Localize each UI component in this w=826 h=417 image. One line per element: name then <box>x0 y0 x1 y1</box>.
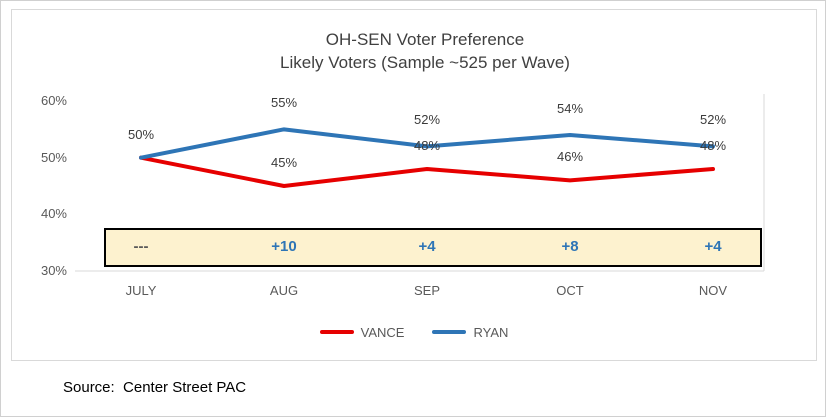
y-axis-tick-label: 30% <box>40 263 67 278</box>
x-axis-tick-label: SEP <box>413 283 440 298</box>
x-axis-tick-label: OCT <box>556 283 584 298</box>
legend: VANCE RYAN <box>11 323 817 341</box>
data-label-vance: 50% <box>127 126 155 142</box>
x-axis-tick-label: AUG <box>269 283 299 298</box>
legend-label: RYAN <box>473 324 509 340</box>
data-label-ryan: 52% <box>699 112 727 128</box>
margin-value: --- <box>133 238 149 255</box>
data-label-vance: 48% <box>413 138 441 153</box>
y-axis-tick-label: 40% <box>40 206 67 222</box>
margin-value: +10 <box>271 238 297 255</box>
chart-title-line: OH-SEN Voter Preference <box>325 30 525 49</box>
margin-value: +8 <box>561 238 579 255</box>
y-axis-tick-label: 50% <box>40 149 67 165</box>
legend-item-ryan: RYAN <box>432 325 508 340</box>
data-label-ryan: 52% <box>413 112 441 128</box>
chart-subtitle-line: Likely Voters (Sample ~525 per Wave) <box>280 53 570 72</box>
chart-title: OH-SEN Voter Preference Likely Voters (S… <box>22 28 825 74</box>
data-label-vance: 45% <box>270 155 298 170</box>
legend-swatch-vance <box>319 330 354 334</box>
legend-item-vance: VANCE <box>319 324 405 340</box>
margin-highlight-box <box>104 228 762 267</box>
data-label-ryan: 54% <box>556 101 584 116</box>
margin-value: +4 <box>704 238 722 255</box>
source-text: Source: Center Street PAC <box>63 379 247 396</box>
data-label-ryan: 55% <box>270 95 298 111</box>
y-axis-tick-label: 60% <box>40 93 67 108</box>
x-axis-tick-label: JULY <box>125 283 157 298</box>
legend-swatch-ryan <box>432 330 467 334</box>
data-label-vance: 48% <box>699 138 727 153</box>
legend-label: VANCE <box>360 324 405 340</box>
margin-value: +4 <box>418 238 436 255</box>
x-axis-tick-label: NOV <box>698 283 728 298</box>
data-label-vance: 46% <box>556 149 584 165</box>
